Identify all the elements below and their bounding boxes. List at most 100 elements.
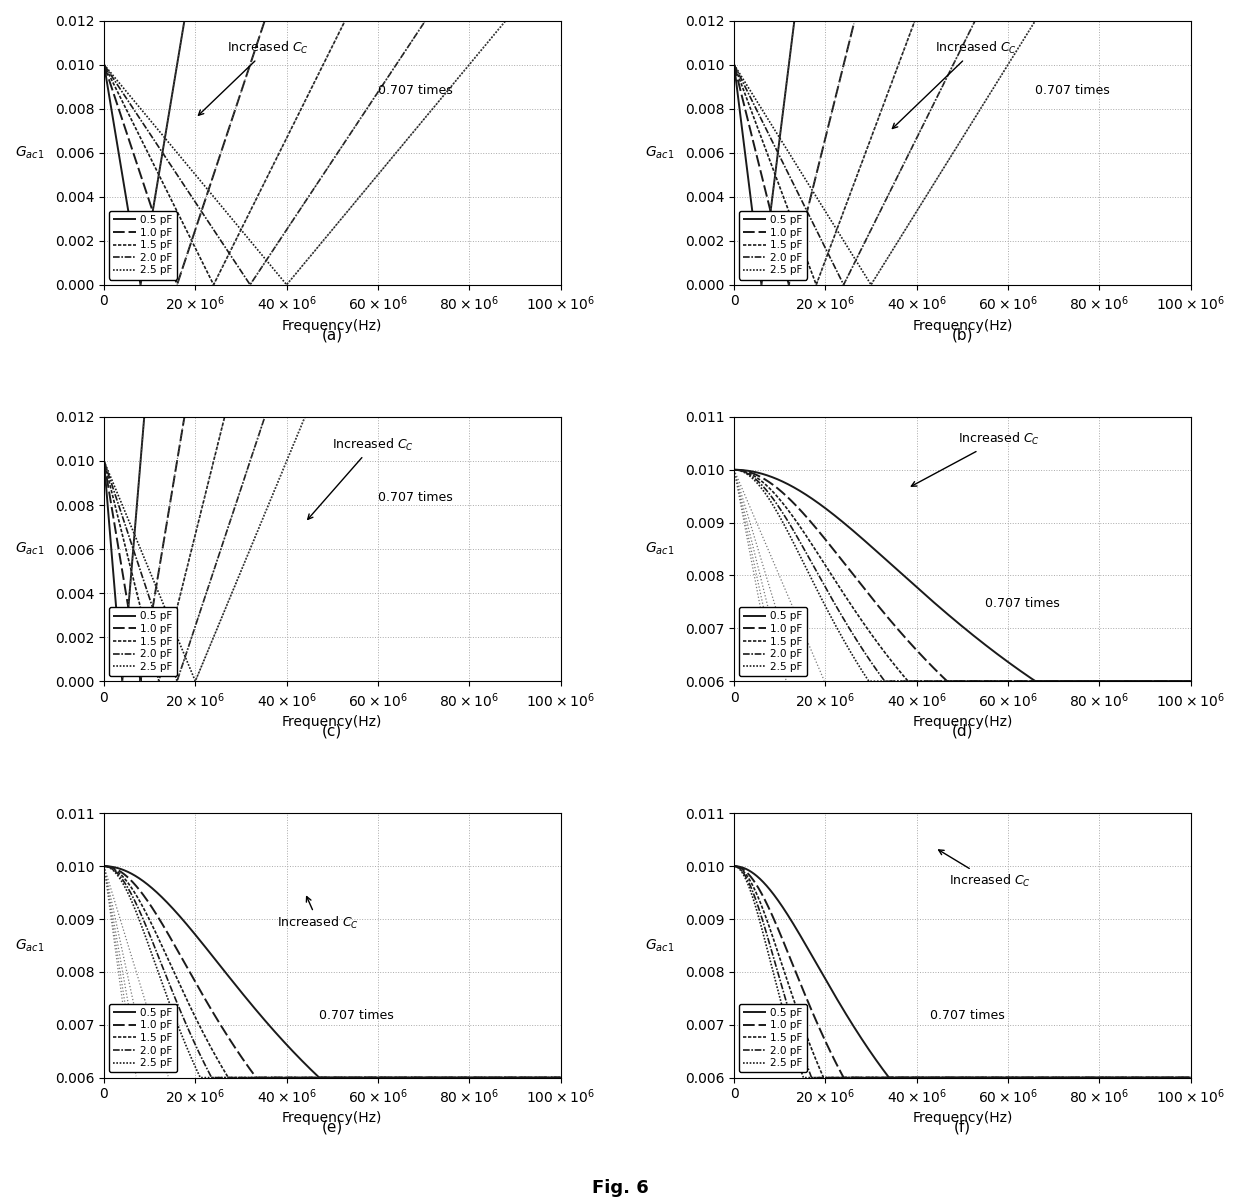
Line: 2.5 pF: 2.5 pF [734, 866, 1190, 1078]
0.5 pF [367, 13, 382, 28]
1.0 pF [836, 1071, 851, 1085]
1.0 pF [749, 879, 764, 893]
0.5 pF [387, 13, 402, 28]
2.0 pF [804, 1071, 818, 1085]
0.5 pF [435, 1071, 450, 1085]
2.0 pF [892, 674, 906, 688]
1.0 pF [262, 1071, 277, 1085]
0.5 pF [262, 13, 277, 28]
2.5 pF [460, 60, 475, 74]
1.0 pF [1065, 674, 1080, 688]
2.0 pF [1017, 674, 1032, 688]
1.5 pF [1090, 674, 1105, 688]
Legend: 0.5 pF, 1.0 pF, 1.5 pF, 2.0 pF, 2.5 pF: 0.5 pF, 1.0 pF, 1.5 pF, 2.0 pF, 2.5 pF [109, 1004, 177, 1072]
2.0 pF [387, 410, 402, 424]
1.0 pF [781, 277, 796, 291]
0.5 pF [435, 410, 450, 424]
Line: 2.5 pF: 2.5 pF [734, 20, 1190, 284]
0.5 pF [749, 242, 764, 257]
0.5 pF [749, 465, 764, 480]
1.5 pF [997, 674, 1012, 688]
Line: 2.0 pF: 2.0 pF [734, 20, 1190, 284]
1.0 pF [892, 1071, 906, 1085]
2.0 pF [367, 90, 382, 104]
0.5 pF [311, 1071, 326, 1085]
2.0 pF [367, 410, 382, 424]
2.0 pF [418, 13, 433, 28]
1.5 pF [119, 546, 134, 560]
2.0 pF [1017, 13, 1032, 28]
1.5 pF [97, 453, 112, 468]
Y-axis label: $G_{ac1}$: $G_{ac1}$ [645, 938, 675, 953]
Text: 0.707 times: 0.707 times [319, 1010, 393, 1023]
1.5 pF [553, 1071, 568, 1085]
2.5 pF [749, 476, 764, 490]
0.5 pF [262, 410, 277, 424]
2.5 pF [892, 674, 906, 688]
1.0 pF [435, 13, 450, 28]
Line: 1.5 pF: 1.5 pF [734, 470, 1190, 681]
2.0 pF [553, 1071, 568, 1085]
1.0 pF [997, 674, 1012, 688]
Text: (d): (d) [951, 723, 973, 739]
1.0 pF [997, 1071, 1012, 1085]
2.5 pF [460, 410, 475, 424]
1.5 pF [221, 1071, 236, 1085]
2.5 pF [1183, 1071, 1198, 1085]
2.0 pF [1065, 1071, 1080, 1085]
1.5 pF [749, 470, 764, 484]
2.5 pF [1183, 674, 1198, 688]
1.5 pF [1065, 674, 1080, 688]
Line: 1.5 pF: 1.5 pF [104, 417, 560, 681]
1.0 pF [727, 858, 742, 873]
0.5 pF [115, 674, 130, 688]
1.0 pF [1183, 674, 1198, 688]
Text: (b): (b) [951, 327, 973, 342]
Line: 1.0 pF: 1.0 pF [734, 470, 1190, 681]
1.0 pF [177, 410, 192, 424]
2.5 pF [1017, 674, 1032, 688]
2.5 pF [1065, 674, 1080, 688]
2.5 pF [387, 1071, 402, 1085]
0.5 pF [892, 1071, 906, 1085]
1.5 pF [387, 410, 402, 424]
0.5 pF [997, 1071, 1012, 1085]
2.0 pF [243, 277, 258, 291]
1.0 pF [727, 463, 742, 477]
1.0 pF [387, 1071, 402, 1085]
1.5 pF [1017, 674, 1032, 688]
2.0 pF [1065, 674, 1080, 688]
1.5 pF [892, 1071, 906, 1085]
1.5 pF [892, 55, 906, 70]
0.5 pF [133, 277, 148, 291]
Y-axis label: $G_{ac1}$: $G_{ac1}$ [645, 541, 675, 558]
X-axis label: Frequency(Hz): Frequency(Hz) [281, 715, 382, 729]
2.5 pF [553, 410, 568, 424]
0.5 pF [882, 1071, 897, 1085]
2.0 pF [1017, 1071, 1032, 1085]
0.5 pF [136, 410, 151, 424]
1.5 pF [151, 674, 166, 688]
0.5 pF [460, 13, 475, 28]
2.5 pF [279, 277, 294, 291]
2.5 pF [498, 13, 513, 28]
Line: 2.0 pF: 2.0 pF [104, 866, 560, 1078]
X-axis label: Frequency(Hz): Frequency(Hz) [281, 1111, 382, 1126]
0.5 pF [387, 1071, 402, 1085]
0.5 pF [262, 1018, 277, 1032]
Line: 2.5 pF: 2.5 pF [104, 866, 560, 1078]
2.0 pF [262, 410, 277, 424]
2.5 pF [892, 231, 906, 246]
2.0 pF [836, 277, 851, 291]
Line: 0.5 pF: 0.5 pF [104, 866, 560, 1078]
0.5 pF [1065, 674, 1080, 688]
X-axis label: Frequency(Hz): Frequency(Hz) [913, 715, 1013, 729]
1.0 pF [435, 1071, 450, 1085]
1.5 pF [727, 463, 742, 477]
2.0 pF [435, 410, 450, 424]
2.0 pF [460, 13, 475, 28]
1.5 pF [900, 674, 915, 688]
2.0 pF [435, 13, 450, 28]
Text: 0.707 times: 0.707 times [985, 597, 1060, 610]
1.5 pF [808, 277, 823, 291]
